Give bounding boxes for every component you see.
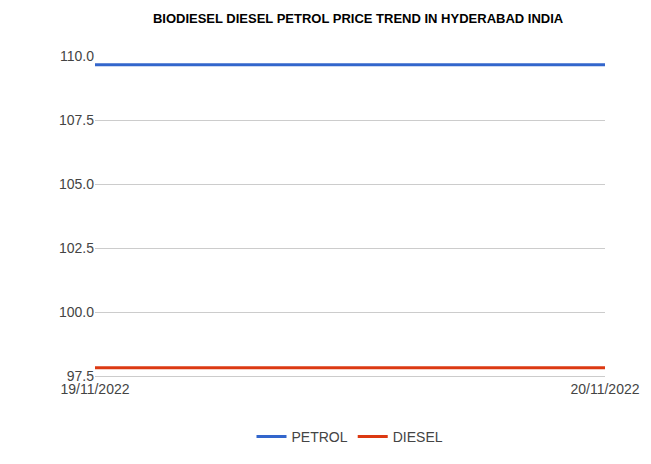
svg-text:102.5: 102.5 <box>59 240 94 256</box>
svg-text:20/11/2022: 20/11/2022 <box>570 381 639 397</box>
svg-text:PETROL: PETROL <box>292 429 348 445</box>
svg-text:BIODIESEL DIESEL PETROL PRICE: BIODIESEL DIESEL PETROL PRICE TREND IN H… <box>153 11 564 26</box>
svg-text:19/11/2022: 19/11/2022 <box>60 381 129 397</box>
svg-text:97.5: 97.5 <box>67 368 94 384</box>
svg-text:107.5: 107.5 <box>59 112 94 128</box>
svg-text:100.0: 100.0 <box>59 304 94 320</box>
svg-text:DIESEL: DIESEL <box>393 429 443 445</box>
svg-text:110.0: 110.0 <box>60 48 94 64</box>
svg-text:105.0: 105.0 <box>59 176 94 192</box>
